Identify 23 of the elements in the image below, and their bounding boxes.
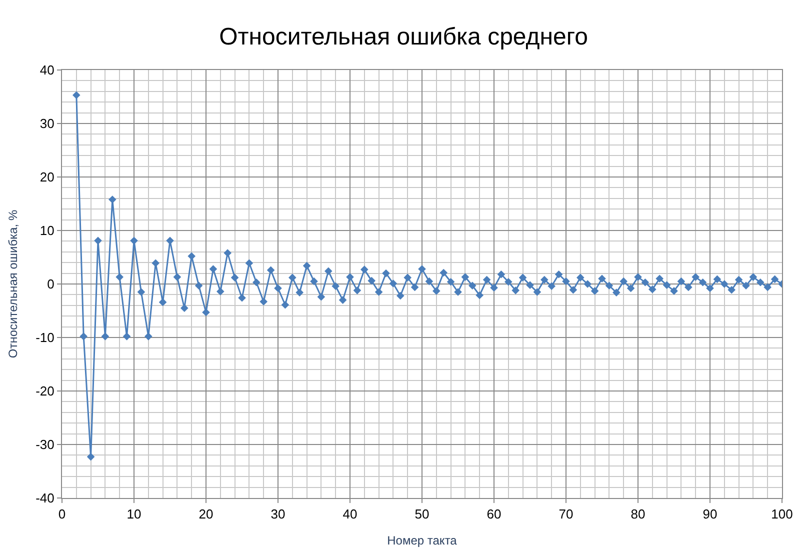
x-axis-title: Номер такта (387, 534, 458, 548)
chart-title: Относительная ошибка среднего (219, 24, 588, 51)
x-tick-label: 30 (270, 506, 286, 522)
x-tick-label: 70 (558, 506, 574, 522)
x-tick-label: 80 (630, 506, 646, 522)
y-tick-label: 40 (40, 62, 54, 78)
y-axis-title: Относительная ошибка, % (6, 210, 20, 358)
y-tick-label: -40 (36, 490, 54, 506)
x-tick-label: 50 (414, 506, 430, 522)
y-tick-label: 0 (47, 276, 54, 292)
y-tick-label: 30 (40, 116, 54, 132)
x-tick-label: 0 (58, 506, 66, 522)
y-tick-label: -20 (36, 384, 54, 399)
y-tick-label: 20 (40, 170, 54, 185)
x-tick-label: 40 (342, 506, 358, 522)
y-tick-label: -10 (36, 330, 54, 346)
x-tick-label: 60 (486, 506, 502, 522)
y-tick-label: 10 (40, 223, 54, 238)
x-tick-label: 10 (126, 506, 142, 522)
x-tick-label: 90 (702, 506, 718, 522)
y-tick-label: -30 (36, 437, 54, 452)
x-tick-label: 20 (198, 506, 214, 522)
x-tick-label: 100 (771, 506, 793, 522)
